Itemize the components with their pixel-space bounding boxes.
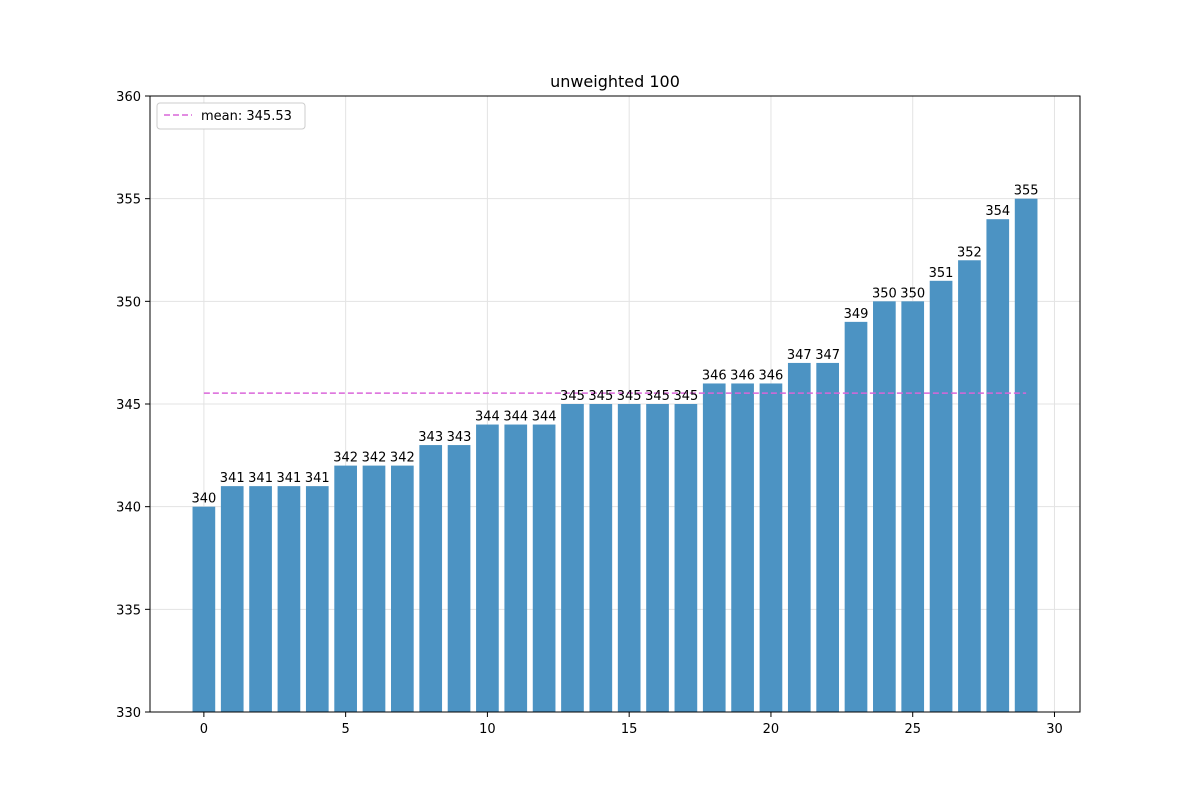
bar (334, 465, 357, 712)
bar-value-label: 355 (1014, 184, 1039, 199)
x-tick-label: 25 (904, 722, 921, 737)
bar (476, 424, 499, 712)
x-tick-label: 15 (621, 722, 638, 737)
bar-value-label: 345 (673, 389, 698, 404)
bar-value-label: 342 (333, 451, 358, 466)
y-tick-label: 345 (116, 398, 141, 413)
x-tick-label: 20 (763, 722, 780, 737)
bar-value-label: 354 (985, 204, 1010, 219)
bar-value-label: 351 (929, 266, 954, 281)
bar (447, 445, 471, 712)
y-tick-label: 355 (116, 193, 141, 208)
legend-mean-label: mean: 345.53 (201, 109, 292, 124)
legend-box (156, 102, 306, 130)
bar (419, 445, 443, 712)
bar-value-label: 345 (645, 389, 670, 404)
bar-value-label: 350 (872, 286, 897, 301)
y-tick-label: 360 (116, 90, 141, 105)
bar-value-label: 352 (957, 245, 982, 260)
bar (759, 383, 783, 712)
bar (362, 465, 386, 712)
bar-value-label: 343 (447, 430, 472, 445)
bar-value-label: 346 (702, 368, 727, 383)
bar (787, 362, 811, 712)
bar (816, 362, 839, 712)
bar (305, 486, 329, 712)
bar-value-label: 346 (759, 368, 784, 383)
bar-value-label: 342 (390, 451, 415, 466)
y-tick-label: 335 (116, 603, 141, 618)
bar-value-label: 350 (900, 286, 925, 301)
x-tick-label: 0 (200, 722, 208, 737)
bar (901, 301, 925, 712)
x-tick-label: 10 (479, 722, 496, 737)
bar-value-label: 346 (730, 368, 755, 383)
bar-value-label: 341 (305, 471, 330, 486)
bar (958, 260, 981, 712)
axes-layer: 0 5 10 15 20 25 30 330 335 340 345 350 355 360 (116, 90, 1063, 737)
bar (589, 404, 613, 712)
bar (277, 486, 301, 712)
bars-layer (192, 198, 1038, 712)
bar (1014, 198, 1038, 712)
bar (220, 486, 244, 712)
bar (249, 486, 272, 712)
bar-value-label: 344 (475, 410, 500, 425)
bar-value-label: 344 (532, 410, 557, 425)
bar-value-label: 345 (617, 389, 642, 404)
bar (844, 321, 868, 712)
bar (192, 506, 216, 712)
bar-value-label: 344 (503, 410, 528, 425)
bar-value-label: 341 (248, 471, 273, 486)
x-tick-label: 5 (341, 722, 349, 737)
bar-value-label: 343 (418, 430, 443, 445)
bar-value-label: 341 (277, 471, 302, 486)
bar (391, 465, 414, 712)
bar-value-label: 342 (362, 451, 387, 466)
legend: mean: 345.53 (156, 102, 306, 130)
bar-value-label: 349 (844, 307, 869, 322)
bar (986, 219, 1010, 712)
bar (532, 424, 556, 712)
y-tick-label: 340 (116, 501, 141, 516)
bar-value-label: 347 (787, 348, 812, 363)
chart-title: unweighted 100 (550, 72, 680, 91)
bar (561, 404, 584, 712)
bar (504, 424, 528, 712)
y-tick-label: 350 (116, 295, 141, 310)
bar-value-label: 340 (191, 492, 216, 507)
bar (702, 383, 726, 712)
bar-value-label: 341 (220, 471, 245, 486)
bar (873, 301, 896, 712)
bar-value-label: 345 (588, 389, 613, 404)
bar-value-label: 345 (560, 389, 585, 404)
bar (929, 280, 953, 712)
bar (646, 404, 669, 712)
bar (674, 404, 698, 712)
bar (731, 383, 754, 712)
bar (617, 404, 641, 712)
x-tick-label: 30 (1046, 722, 1063, 737)
y-tick-label: 330 (116, 706, 141, 721)
bar-value-label: 347 (815, 348, 840, 363)
